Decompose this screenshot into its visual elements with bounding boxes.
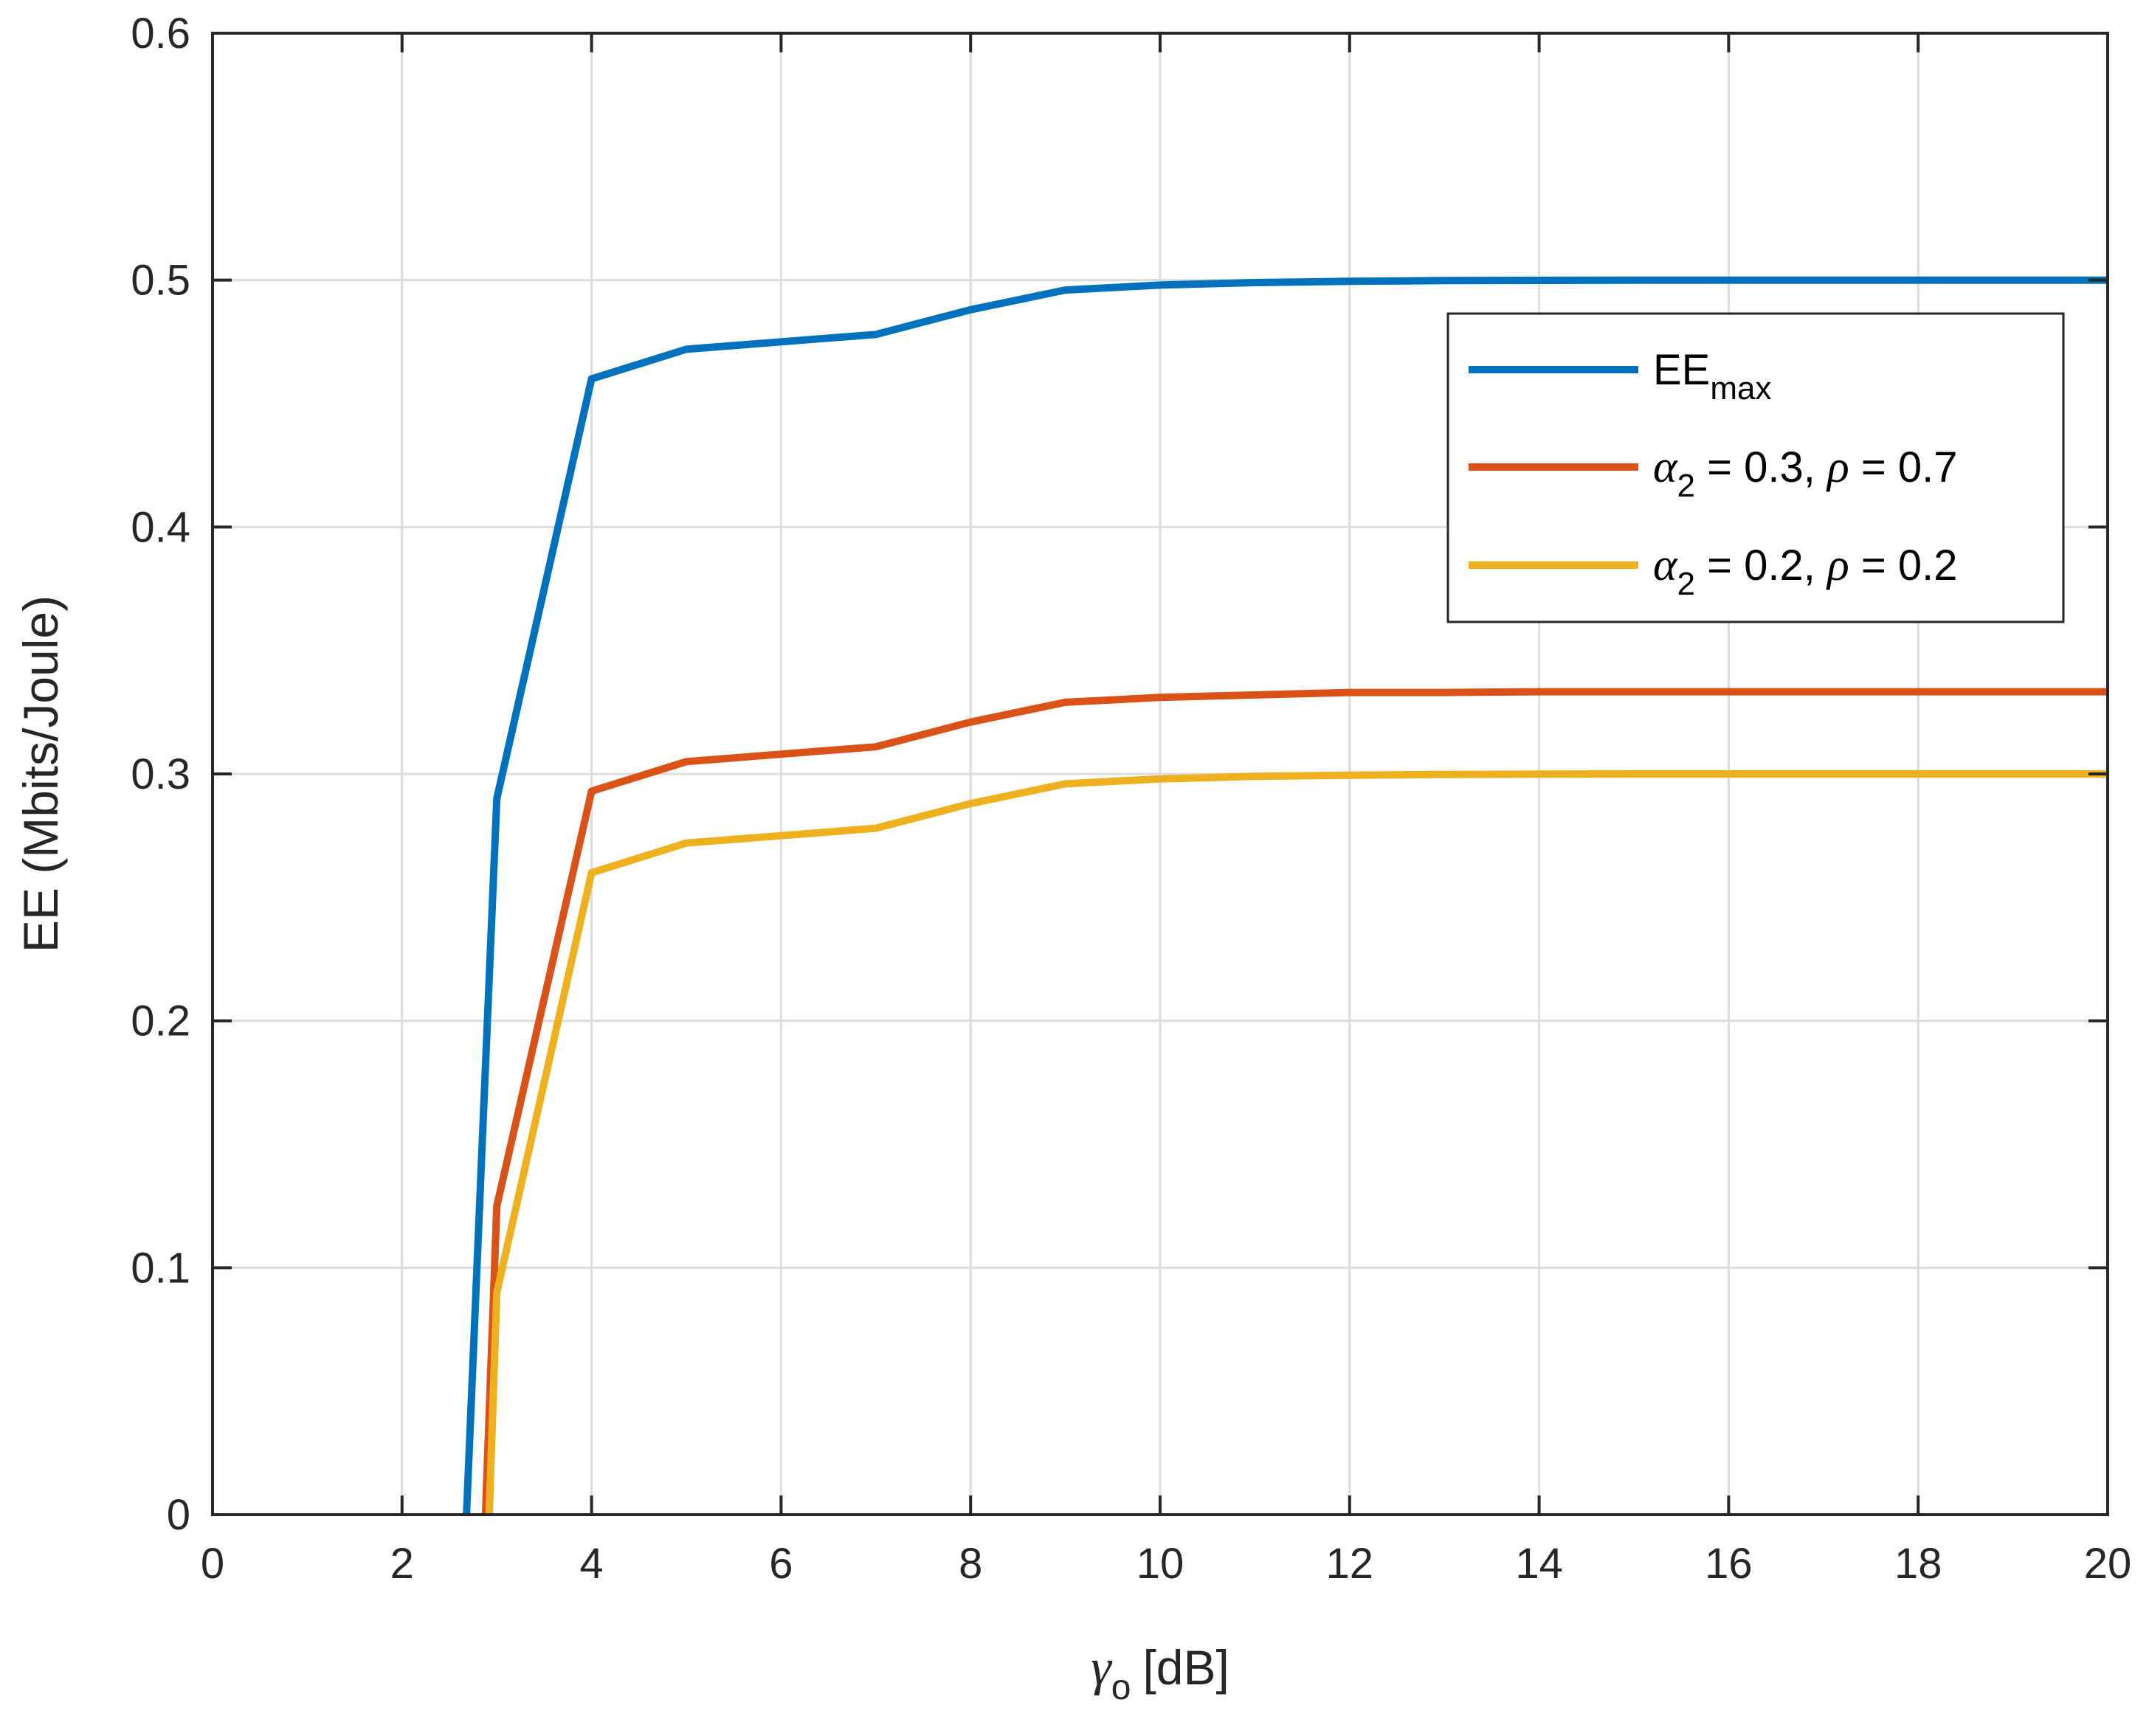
legend-label-series-2-rho: ρ [1826, 442, 1849, 492]
x-tick-label: 4 [579, 1540, 603, 1588]
x-tick-label: 8 [959, 1540, 982, 1588]
x-tick-label: 0 [201, 1540, 224, 1588]
legend-label-series-2-rest2: = 0.7 [1849, 443, 1958, 491]
legend-label-series-2-alpha: α [1653, 442, 1678, 492]
x-tick-label: 6 [769, 1540, 793, 1588]
legend-label-ee-max: EEmax [1653, 346, 1772, 407]
y-axis-label: EE (Mbits/Joule) [13, 595, 68, 952]
legend-label-series-2-sub: 2 [1677, 468, 1695, 504]
legend-label-series-2-rest1: = 0.3, [1695, 443, 1827, 491]
x-tick-label: 12 [1326, 1540, 1374, 1588]
y-tick-label: 0.3 [131, 750, 190, 798]
legend-label-series-2: α2 = 0.3, ρ = 0.7 [1653, 442, 1958, 504]
series-line-2 [481, 688, 2108, 1515]
y-tick-label: 0.1 [131, 1244, 190, 1292]
x-tick-label: 16 [1705, 1540, 1753, 1588]
x-tick-label: 14 [1515, 1540, 1563, 1588]
series-group [463, 276, 2108, 1515]
x-tick-label: 18 [1894, 1540, 1942, 1588]
legend-label-series-3: α2 = 0.2, ρ = 0.2 [1653, 540, 1958, 602]
x-axis-label-unit: [dB] [1142, 1640, 1229, 1695]
ticks [211, 32, 2109, 1516]
legend-label-series-3-rest2: = 0.2 [1849, 542, 1958, 589]
y-tick-label: 0.5 [131, 257, 190, 305]
legend-label-series-3-alpha: α [1653, 540, 1678, 590]
y-tick-label: 0 [167, 1491, 190, 1539]
y-tick-label: 0.4 [131, 503, 190, 551]
x-axis-label-symbol: γ [1091, 1639, 1113, 1696]
series-line-1 [463, 276, 2108, 1515]
tick-labels: 0 2 4 6 8 10 12 14 16 18 20 0 0.1 0.2 0.3 0.4 0.5 0.6 [131, 10, 2131, 1588]
legend-label-series-3-rest1: = 0.2, [1695, 542, 1827, 589]
y-tick-label: 0.6 [131, 10, 190, 58]
legend-label-series-3-rho: ρ [1826, 540, 1849, 590]
x-tick-label: 10 [1136, 1540, 1184, 1588]
legend: EEmax α2 = 0.3, ρ = 0.7 α2 = 0.2, ρ = 0.… [1446, 312, 2065, 623]
legend-label-series-3-sub: 2 [1677, 566, 1695, 602]
x-tick-label: 20 [2084, 1540, 2132, 1588]
legend-label-ee-max-main: EE [1653, 346, 1710, 394]
x-tick-label: 2 [390, 1540, 414, 1588]
x-axis-label-subscript: o [1111, 1668, 1131, 1707]
legend-label-ee-max-sub: max [1710, 370, 1771, 407]
y-tick-label: 0.2 [131, 997, 190, 1045]
series-line-3 [485, 770, 2108, 1515]
x-axis-label: γo [dB] [1091, 1639, 1229, 1707]
